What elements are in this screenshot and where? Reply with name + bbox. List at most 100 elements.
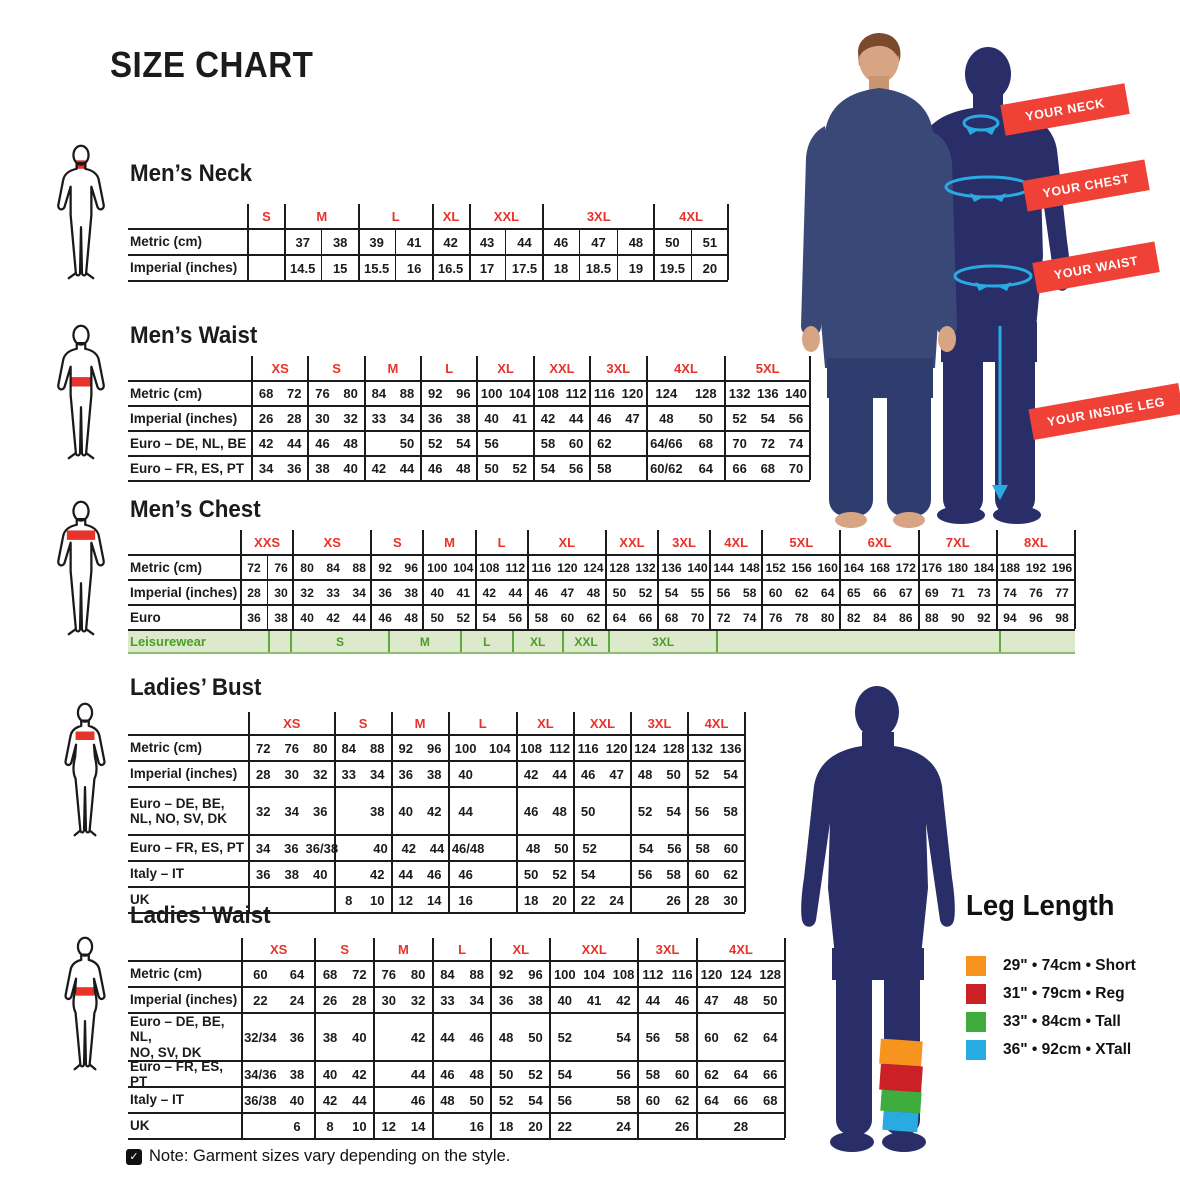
leisurewear-size (267, 631, 291, 652)
leisurewear-size: M (387, 631, 460, 652)
data-cell: 176 (921, 560, 942, 575)
data-cell: 22 (253, 992, 268, 1008)
data-cell: 34 (370, 766, 385, 782)
row-label: Metric (cm) (130, 234, 203, 250)
data-cell (579, 1014, 608, 1060)
mens-waist-table: XS S M L XL XXL 3XL 4XL 5XL Metric (cm) 68 72 76 80 84… (128, 356, 811, 482)
row-label: Italy – IT (130, 866, 185, 882)
data-cell: 44 (429, 840, 445, 856)
data-cell: 68 (322, 966, 338, 982)
data-cell: 128 (694, 386, 717, 401)
data-cell: 74 (742, 610, 757, 625)
data-cell: 92 (427, 386, 443, 401)
data-cell: 84 (371, 386, 387, 401)
table-row: Imperial (inches) 14.5 15 15.5 16 16.5 17 17.5 1… (128, 254, 728, 280)
data-cell: 18 (498, 1118, 514, 1134)
size-column-header: 3XL (586, 208, 611, 224)
data-cell: 40 (313, 866, 328, 882)
table-row: Euro – FR, ES, PT 34/36 38 40 42 44 46 48 50 52 54… (128, 1059, 785, 1089)
data-cell: 48 (498, 1029, 514, 1045)
data-cell: 32/34 (244, 1029, 277, 1045)
data-cell: 96 (404, 560, 418, 575)
data-cell: 40 (300, 610, 314, 625)
data-cell: 72 (352, 966, 367, 982)
size-column-header: XXL (589, 715, 616, 731)
data-cell: 32 (300, 585, 314, 600)
legend-color-swatch (966, 956, 986, 976)
data-cell: 84 (341, 740, 356, 756)
mens-neck-heading: Men’s Neck (130, 160, 252, 187)
data-cell (506, 432, 534, 455)
data-cell (618, 457, 646, 480)
data-cell: 42 (371, 461, 387, 476)
table-row: UK 8 10 12 14 16 18 20 22 24 26 28 30 (128, 886, 745, 912)
leisurewear-size (715, 631, 999, 652)
leisurewear-size: S (290, 631, 388, 652)
data-cell: 18 (523, 892, 539, 908)
data-cell: 48 (456, 461, 471, 476)
data-cell: 88 (469, 966, 484, 982)
man-photo-figure (801, 32, 957, 528)
data-cell: 116 (531, 560, 552, 575)
data-cell: 34 (469, 992, 484, 1008)
data-cell: 96 (528, 966, 543, 982)
data-cell: 8 (345, 892, 353, 908)
male-figure-chest-icon (57, 500, 105, 636)
data-cell: 96 (427, 740, 442, 756)
data-cell: 44 (287, 436, 302, 451)
data-cell: 46 (523, 803, 539, 819)
data-cell: 28 (287, 411, 302, 426)
data-cell: 80 (300, 560, 314, 575)
row-label: Metric (cm) (130, 385, 203, 401)
data-cell: 24 (609, 892, 624, 908)
data-cell: 120 (605, 740, 628, 756)
size-column-header: S (262, 208, 271, 224)
data-cell: 40 (289, 1092, 305, 1108)
data-cell: 41 (456, 585, 471, 600)
data-cell: 46 (553, 234, 569, 250)
data-cell (365, 432, 393, 455)
data-cell: 46 (440, 1066, 455, 1082)
table-row: Metric (cm) 60 64 68 72 76 80 84 88 92 96 100 104 108… (128, 960, 785, 986)
data-cell: 54 (557, 1066, 573, 1082)
legend-color-swatch (966, 1012, 986, 1032)
data-cell: 47 (704, 992, 719, 1008)
data-cell: 34 (352, 585, 366, 600)
data-cell: 54 (666, 803, 681, 819)
data-cell: 38 (427, 766, 442, 782)
data-cell (338, 836, 366, 860)
header-spacer (128, 356, 252, 380)
header-spacer (128, 204, 248, 228)
data-cell (602, 862, 631, 886)
table-row: UK 6 8 10 12 14 16 18 20 22 24 26 28 (128, 1112, 785, 1138)
data-cell: 18.5 (579, 256, 616, 280)
data-cell: 42 (401, 840, 416, 856)
data-cell: 76 (381, 966, 396, 982)
data-cell: 56 (694, 803, 710, 819)
data-cell: 20 (528, 1118, 543, 1134)
size-column-header: 4XL (704, 715, 729, 731)
table-row: Euro 36 38 40 42 44 46 48 50 52 54 56 58 60 62 64 66 68 70… (128, 604, 1075, 629)
data-cell: 42 (322, 1092, 338, 1108)
data-cell: 54 (456, 436, 471, 451)
data-cell: 74 (788, 436, 804, 451)
data-cell: 88 (352, 560, 366, 575)
data-cell (483, 788, 517, 834)
legend-color-swatch (966, 984, 986, 1004)
data-cell: 184 (973, 560, 995, 575)
ladies-waist-table: XS S M L XL XXL 3XL 4XL Metric (cm) 60 64 68 72 76 80 8… (128, 938, 786, 1140)
data-cell: 32 (343, 411, 358, 426)
data-cell: 38 (320, 230, 358, 254)
data-cell: 88 (399, 386, 415, 401)
data-cell: 44 (458, 803, 473, 819)
data-cell: 40 (430, 585, 445, 600)
data-cell: 196 (1051, 560, 1073, 575)
data-cell: 136 (756, 386, 779, 401)
data-cell: 43 (479, 234, 495, 250)
data-cell: 38 (528, 992, 543, 1008)
note: ✓ Note: Garment sizes vary depending on … (126, 1147, 510, 1166)
data-cell: 128 (759, 966, 782, 982)
data-cell: 41 (512, 411, 528, 426)
data-cell: 104 (488, 740, 511, 756)
data-cell: 48 (469, 1066, 484, 1082)
